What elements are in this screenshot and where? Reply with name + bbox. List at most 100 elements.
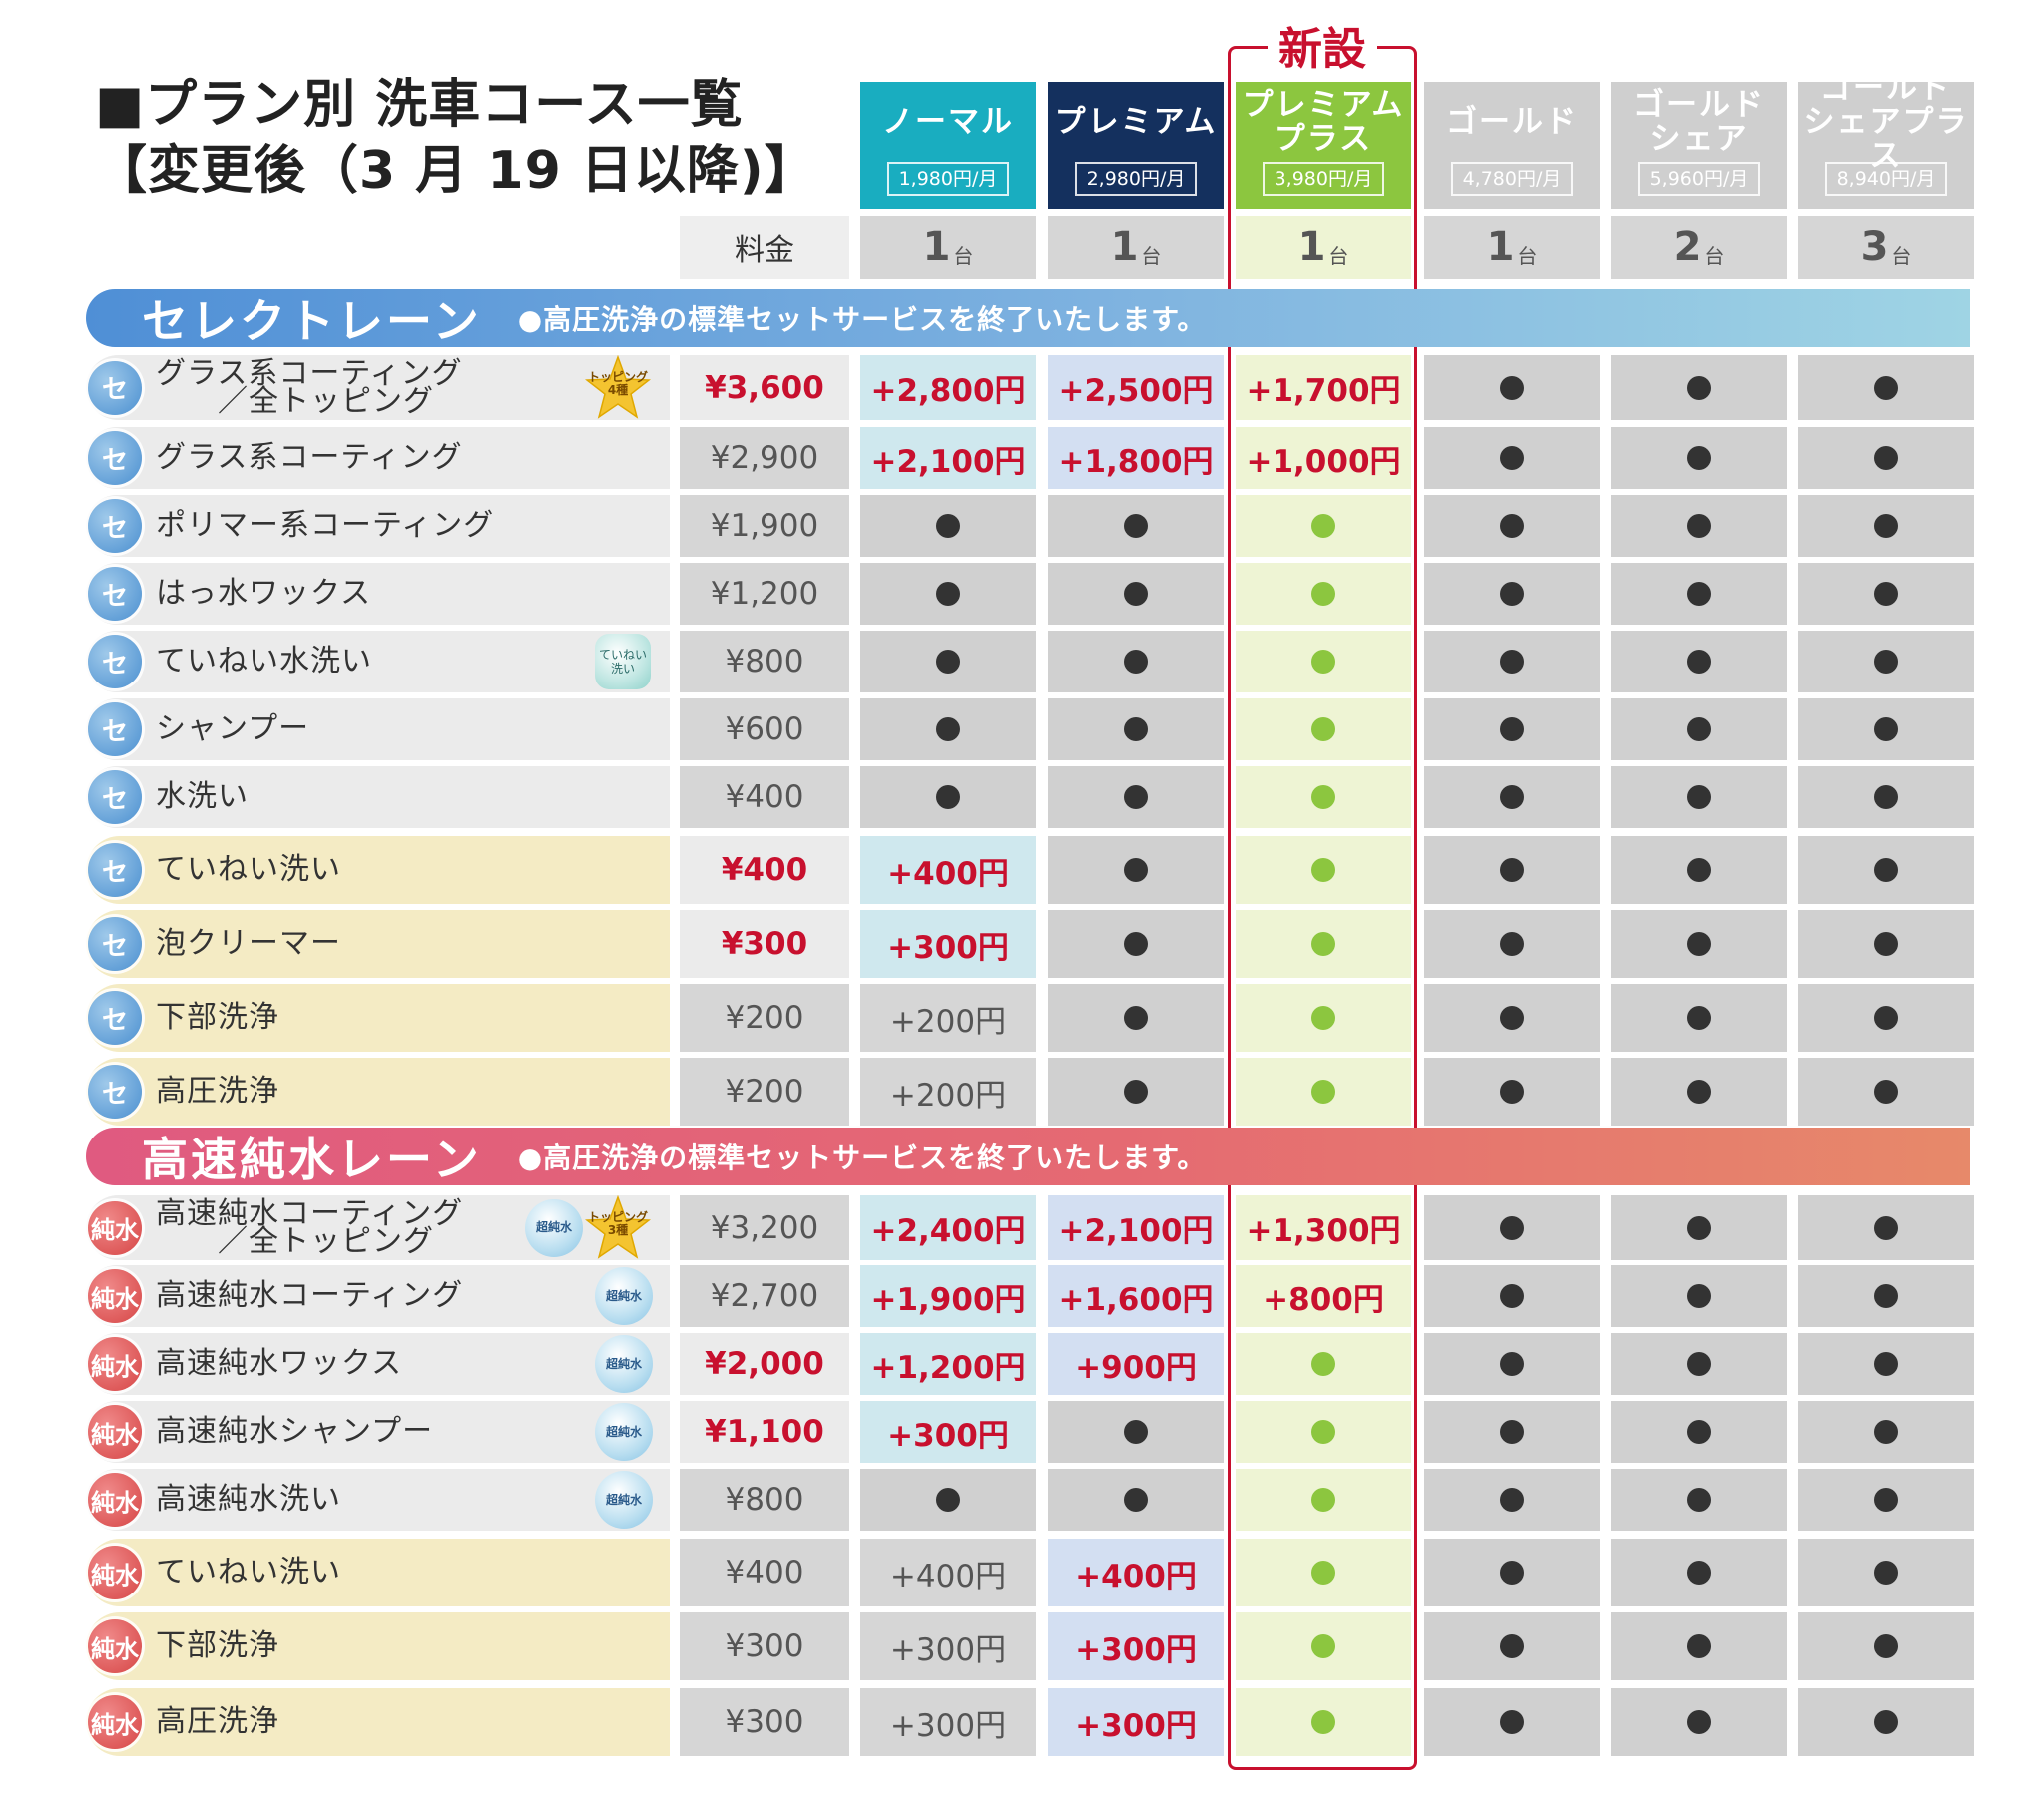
included-dot-icon <box>1687 1561 1711 1585</box>
lane-name: 高速純水レーン <box>142 1133 482 1186</box>
plan-cell <box>1424 631 1600 692</box>
course-name: 高圧洗浄 <box>156 1704 279 1739</box>
included-dot-icon <box>1874 858 1898 882</box>
plan-header-4: ゴールド シェア 5,960円/月 <box>1611 82 1787 209</box>
plan-price: 5,960円/月 <box>1637 162 1761 196</box>
course-name: 下部洗浄 <box>156 1000 279 1035</box>
included-dot-icon <box>1311 1561 1335 1585</box>
course-price: ¥400 <box>680 1539 849 1606</box>
plan-cell <box>1236 1688 1411 1756</box>
course-price: ¥800 <box>680 631 849 692</box>
plan-cell: +300円 <box>860 1688 1036 1756</box>
plan-cell <box>1236 495 1411 557</box>
included-dot-icon <box>1311 1710 1335 1734</box>
lane-badge-icon: セ <box>88 702 142 756</box>
plan-cell <box>1048 1058 1224 1126</box>
course-name: グラス系コーティング <box>156 440 463 475</box>
course-row-name: 純水 高速純水シャンプー 超純水 <box>86 1401 670 1463</box>
plan-units-suffix: 台 <box>1328 243 1349 268</box>
included-dot-icon <box>1500 1006 1524 1030</box>
included-dot-icon <box>1874 514 1898 538</box>
plan-cell: +300円 <box>1048 1688 1224 1756</box>
course-name: 高速純水コーティング <box>156 1278 464 1313</box>
plan-cell: +300円 <box>860 910 1036 978</box>
included-dot-icon <box>1874 650 1898 674</box>
plan-name: プレミアム プラス <box>1242 87 1405 157</box>
course-row-name: セ泡クリーマー <box>86 910 670 978</box>
included-dot-icon <box>1687 1488 1711 1512</box>
title-line-1: ■プラン別 洗車コース一覧 <box>95 75 744 135</box>
plan-cell <box>860 766 1036 828</box>
course-name: ていねい水洗い <box>156 644 372 679</box>
course-price: ¥2,900 <box>680 427 849 489</box>
included-dot-icon <box>1874 1352 1898 1376</box>
course-row-name: 純水 高速純水コーティング ／全トッピング トッピング 3種 超純水 <box>86 1194 670 1260</box>
included-dot-icon <box>1500 1634 1524 1658</box>
course-name: グラス系コーティング ／全トッピング <box>156 355 463 419</box>
course-name: ていねい洗い <box>156 1555 341 1590</box>
included-dot-icon <box>936 717 960 741</box>
course-name: 高速純水洗い <box>156 1482 341 1517</box>
lane-badge-icon: セ <box>88 843 142 897</box>
plan-price: 8,940円/月 <box>1824 162 1948 196</box>
plan-cell <box>1611 1401 1787 1463</box>
course-name: 高速純水シャンプー <box>156 1414 434 1449</box>
lane-badge-icon: 純水 <box>88 1337 142 1391</box>
plan-cell <box>1236 984 1411 1052</box>
course-row-name: セていねい洗い <box>86 836 670 904</box>
plan-cell <box>1424 1265 1600 1327</box>
plan-cell <box>1424 1401 1600 1463</box>
course-name: 高速純水コーティング ／全トッピング <box>156 1195 464 1259</box>
included-dot-icon <box>1500 717 1524 741</box>
plan-units-count: 1 <box>1110 225 1139 270</box>
included-dot-icon <box>1311 1488 1335 1512</box>
included-dot-icon <box>1874 446 1898 470</box>
included-dot-icon <box>1124 717 1148 741</box>
plan-cell: +1,600円 <box>1048 1265 1224 1327</box>
lane-header-1: 高速純水レーン ●高圧洗浄の標準セットサービスを終了いたします。 <box>86 1128 1970 1186</box>
topping-star-label: トッピング 3種 <box>587 1209 648 1237</box>
plan-cell <box>860 698 1036 760</box>
course-name: 泡クリーマー <box>156 926 341 961</box>
course-price: ¥3,200 <box>680 1195 849 1260</box>
course-row-name: セはっ水ワックス <box>86 563 670 625</box>
included-dot-icon <box>1874 1284 1898 1308</box>
included-dot-icon <box>1311 785 1335 809</box>
plan-cell <box>1424 1195 1600 1260</box>
plan-units-suffix: 台 <box>1141 243 1162 268</box>
plan-name: ゴールド <box>1446 104 1578 140</box>
pure-water-bubble-icon: 超純水 <box>595 1403 653 1461</box>
course-price: ¥1,200 <box>680 563 849 625</box>
course-price: ¥300 <box>680 1612 849 1680</box>
included-dot-icon <box>1500 1561 1524 1585</box>
plan-cell <box>860 1469 1036 1531</box>
included-dot-icon <box>1500 650 1524 674</box>
lane-name: セレクトレーン <box>142 294 482 348</box>
plan-cell <box>1611 1539 1787 1606</box>
course-row-name: セ水洗い <box>86 766 670 828</box>
course-row-name: セグラス系コーティング <box>86 427 670 489</box>
course-row-name: 純水 高速純水ワックス 超純水 <box>86 1333 670 1395</box>
plan-cell: +1,300円 <box>1236 1195 1411 1260</box>
included-dot-icon <box>1500 1284 1524 1308</box>
plan-cell <box>1236 836 1411 904</box>
plan-price: 1,980円/月 <box>886 162 1010 196</box>
included-dot-icon <box>1311 858 1335 882</box>
included-dot-icon <box>1500 582 1524 606</box>
included-dot-icon <box>936 785 960 809</box>
plan-units-count: 1 <box>922 225 951 270</box>
plan-cell <box>860 631 1036 692</box>
plan-cell <box>1798 698 1974 760</box>
plan-cell <box>1424 563 1600 625</box>
plan-cell <box>1798 1688 1974 1756</box>
plan-cell <box>1236 563 1411 625</box>
plan-cell <box>1048 1401 1224 1463</box>
included-dot-icon <box>1124 1080 1148 1104</box>
plan-cell <box>1048 563 1224 625</box>
plan-cell: +300円 <box>860 1612 1036 1680</box>
plan-cell <box>1798 631 1974 692</box>
plan-cell <box>1611 1058 1787 1126</box>
included-dot-icon <box>1500 1488 1524 1512</box>
